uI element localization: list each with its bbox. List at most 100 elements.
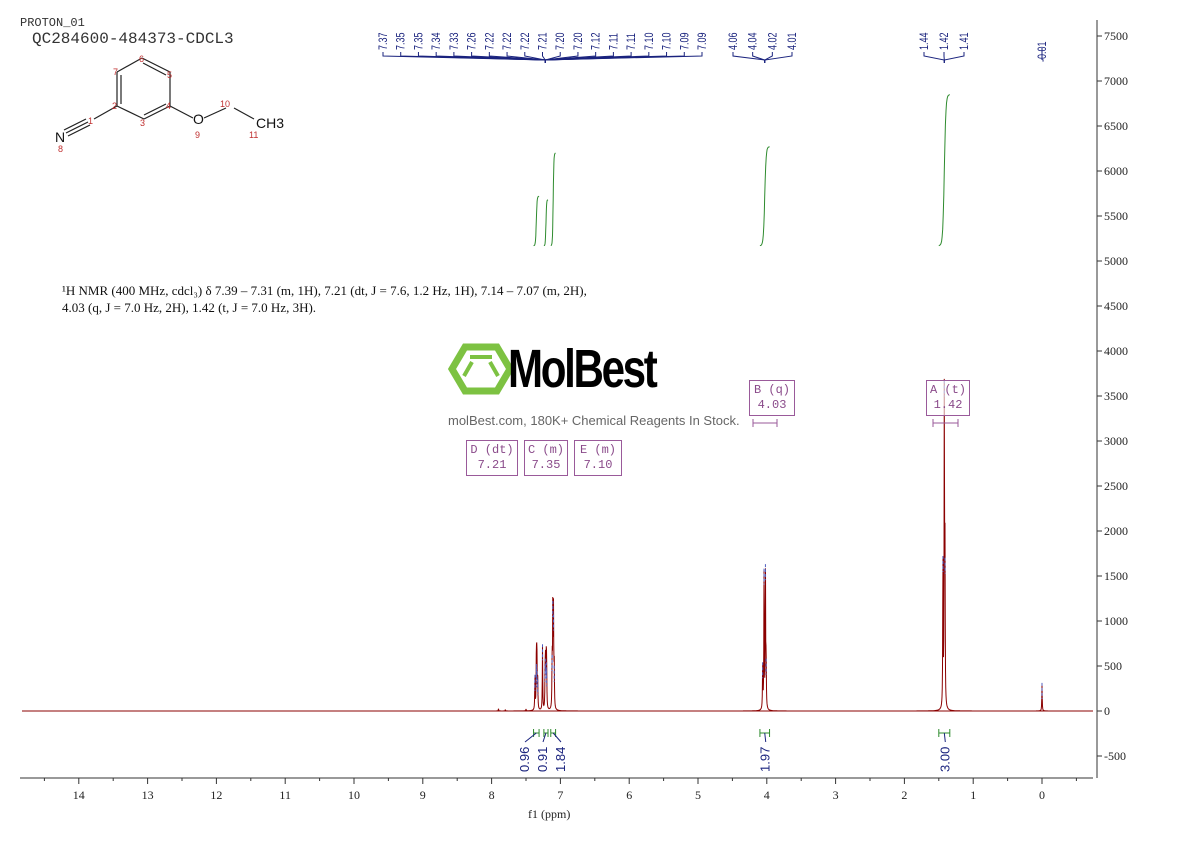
y-tick-label: 5000 bbox=[1104, 254, 1128, 268]
y-tick-label: 7000 bbox=[1104, 74, 1128, 88]
peak-label: 7.09 bbox=[678, 32, 692, 50]
peak-label-connector bbox=[943, 52, 965, 63]
peak-label: 7.11 bbox=[625, 33, 639, 50]
x-tick-label: 5 bbox=[695, 788, 701, 802]
structure: 1 2 3 4 5 6 7 8 9 10 11 N O CH3 bbox=[55, 54, 284, 154]
y-tick-label: 4500 bbox=[1104, 299, 1128, 313]
x-tick-label: 8 bbox=[489, 788, 495, 802]
peak-label: 7.37 bbox=[377, 32, 391, 50]
x-tick-label: 4 bbox=[764, 788, 770, 802]
atom-label: 8 bbox=[58, 144, 63, 154]
peak-label-connector bbox=[923, 52, 945, 63]
peak-label: 7.22 bbox=[519, 32, 533, 50]
multiplet-shift: 7.35 bbox=[531, 458, 561, 472]
peak-label: 1.42 bbox=[938, 32, 952, 50]
x-tick-label: 9 bbox=[420, 788, 426, 802]
atom-label: 3 bbox=[140, 118, 145, 128]
multiplet-box-b: B (q) 4.03 bbox=[749, 380, 795, 416]
molbest-logo-icon bbox=[447, 343, 515, 395]
integral-curve bbox=[543, 199, 549, 247]
peak-label: 7.33 bbox=[448, 32, 462, 50]
atom-n: N bbox=[55, 129, 65, 145]
watermark-tagline: molBest.com, 180K+ Chemical Reagents In … bbox=[448, 413, 740, 428]
y-tick-label: 0 bbox=[1104, 704, 1110, 718]
peak-label: 1.44 bbox=[918, 32, 932, 50]
atom-label: 9 bbox=[195, 130, 200, 140]
atom-label: 5 bbox=[167, 70, 172, 80]
multiplet-box-a: A (t) 1.42 bbox=[926, 380, 970, 416]
y-tick-label: 2000 bbox=[1104, 524, 1128, 538]
atom-label: 4 bbox=[166, 101, 171, 111]
y-tick-label: 6000 bbox=[1104, 164, 1128, 178]
description-line-1: ¹H NMR (400 MHz, cdcl₃) δ 7.39 – 7.31 (m… bbox=[62, 283, 587, 298]
y-tick-label: 500 bbox=[1104, 659, 1122, 673]
multiplet-box-e: E (m) 7.10 bbox=[574, 440, 622, 476]
y-tick-label: 3500 bbox=[1104, 389, 1128, 403]
peak-label: 7.26 bbox=[465, 32, 479, 50]
x-tick-label: 14 bbox=[73, 788, 85, 802]
atom-label: 11 bbox=[249, 130, 258, 140]
integral-connector bbox=[542, 732, 547, 743]
peak-label: 7.21 bbox=[536, 32, 550, 50]
experiment-name: PROTON_01 bbox=[20, 16, 85, 30]
x-tick-label: 10 bbox=[348, 788, 360, 802]
y-tick-label: 4000 bbox=[1104, 344, 1128, 358]
multiplet-shift: 1.42 bbox=[933, 398, 963, 412]
y-tick-label: 3000 bbox=[1104, 434, 1128, 448]
x-tick-label: 0 bbox=[1039, 788, 1045, 802]
peak-label: 7.22 bbox=[483, 32, 497, 50]
structure-drawing bbox=[63, 57, 255, 137]
x-axis-label: f1 (ppm) bbox=[528, 807, 571, 821]
multiplet-box-c: C (m) 7.35 bbox=[524, 440, 568, 476]
atom-label: 10 bbox=[220, 99, 230, 109]
peak-label: 1.41 bbox=[958, 32, 972, 50]
y-tick-label: 1500 bbox=[1104, 569, 1128, 583]
integral-curve bbox=[759, 146, 770, 247]
y-tick-label: 2500 bbox=[1104, 479, 1128, 493]
peak-label-connector bbox=[764, 52, 773, 63]
peak-label: 7.34 bbox=[430, 32, 444, 50]
multiplet-box-d: D (dt) 7.21 bbox=[466, 440, 518, 476]
multiplet-ranges bbox=[752, 419, 959, 427]
sample-id: QC284600-484373-CDCL3 bbox=[32, 30, 234, 48]
multiplet-shift: 7.10 bbox=[583, 458, 613, 472]
integral-value: 0.96 bbox=[517, 747, 532, 772]
x-tick-label: 1 bbox=[970, 788, 976, 802]
peak-label: 4.04 bbox=[746, 32, 760, 50]
integral-value: 3.00 bbox=[937, 747, 952, 772]
integral-connector bbox=[524, 732, 537, 743]
integral-value: 0.91 bbox=[535, 747, 550, 772]
integral-curve bbox=[550, 152, 556, 247]
peak-label: 7.20 bbox=[572, 32, 586, 50]
multiplet-id: B bbox=[753, 383, 762, 397]
integral-curves bbox=[533, 94, 950, 247]
y-tick-label: 6500 bbox=[1104, 119, 1128, 133]
structure-labels: 1 2 3 4 5 6 7 8 9 10 11 bbox=[58, 54, 258, 154]
multiplet-id: A bbox=[930, 383, 938, 397]
x-tick-label: 12 bbox=[210, 788, 222, 802]
peak-label-connector bbox=[544, 52, 561, 63]
peak-label: -0.01 bbox=[1036, 41, 1050, 62]
x-tick-label: 7 bbox=[557, 788, 563, 802]
nmr-description: ¹H NMR (400 MHz, cdcl₃) δ 7.39 – 7.31 (m… bbox=[62, 282, 702, 316]
peak-label: 7.35 bbox=[412, 32, 426, 50]
description-line-2: 4.03 (q, J = 7.0 Hz, 2H), 1.42 (t, J = 7… bbox=[62, 300, 317, 315]
peak-label: 7.11 bbox=[607, 33, 621, 50]
peak-label: 4.01 bbox=[786, 32, 800, 50]
atom-o: O bbox=[193, 111, 204, 127]
x-tick-label: 11 bbox=[279, 788, 291, 802]
multiplet-id: D bbox=[470, 443, 478, 457]
integral-connector bbox=[764, 732, 767, 743]
y-tick-label: 7500 bbox=[1104, 29, 1128, 43]
peak-label: 7.20 bbox=[554, 32, 568, 50]
peak-label-connector bbox=[764, 52, 793, 63]
peak-label-connector bbox=[544, 52, 703, 63]
multiplet-id: E bbox=[579, 443, 588, 457]
atom-label: 6 bbox=[139, 54, 144, 64]
atom-label: 1 bbox=[88, 116, 93, 126]
peak-label: 7.35 bbox=[395, 32, 409, 50]
integral-curve bbox=[533, 195, 540, 247]
multiplet-type: (t) bbox=[944, 383, 967, 397]
multiplet-id: C bbox=[528, 443, 536, 457]
